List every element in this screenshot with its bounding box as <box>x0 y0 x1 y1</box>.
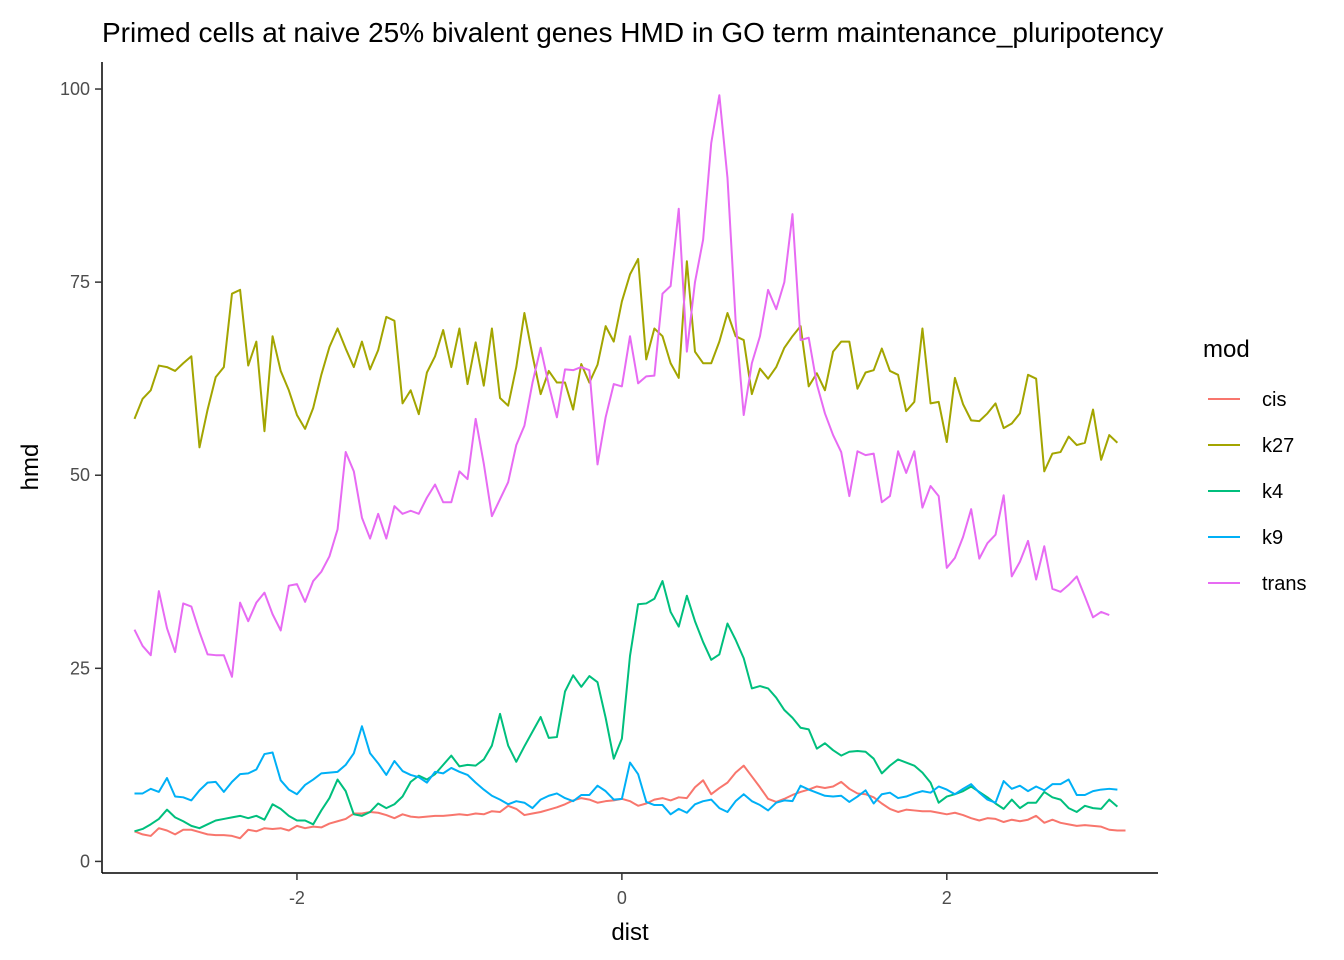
legend-label-k4: k4 <box>1262 481 1283 503</box>
chart-title: Primed cells at naive 25% bivalent genes… <box>102 17 1163 48</box>
y-tick-label: 100 <box>60 79 90 99</box>
legend-label-k27: k27 <box>1262 435 1294 457</box>
y-tick-label: 0 <box>80 851 90 871</box>
series-line-k27 <box>133 257 1119 473</box>
x-axis-title: dist <box>611 919 649 946</box>
y-axis-title: hmd <box>17 444 44 491</box>
legend: mod cis k27 k4 k9 trans <box>1203 336 1306 595</box>
series-line-k4 <box>134 580 1119 833</box>
plot-lines <box>133 94 1126 840</box>
series-line-trans <box>133 94 1110 678</box>
y-tick-label: 50 <box>70 465 90 485</box>
x-tick-label: 2 <box>942 888 952 908</box>
series-line-k9 <box>134 725 1118 816</box>
x-tick-label: -2 <box>289 888 305 908</box>
legend-label-trans: trans <box>1262 573 1306 595</box>
y-tick-label: 75 <box>70 272 90 292</box>
legend-label-k9: k9 <box>1262 527 1283 549</box>
series-line-cis <box>134 764 1126 840</box>
y-axis-ticks: 0 25 50 75 100 <box>60 79 102 871</box>
x-tick-label: 0 <box>617 888 627 908</box>
y-tick-label: 25 <box>70 658 90 678</box>
legend-label-cis: cis <box>1262 389 1286 411</box>
legend-title: mod <box>1203 336 1250 363</box>
x-axis-ticks: -2 0 2 <box>289 873 952 908</box>
